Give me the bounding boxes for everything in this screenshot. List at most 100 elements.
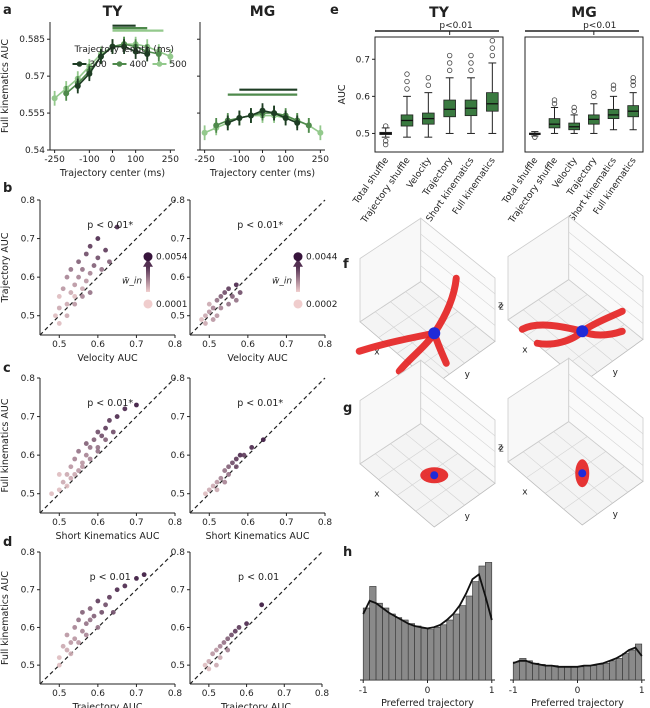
data-point <box>167 53 174 60</box>
p-value-annotation: p<0.01 <box>583 21 616 31</box>
scatter-point <box>221 640 227 645</box>
y-tick-label: 0.6 <box>356 92 371 102</box>
data-point <box>271 110 278 117</box>
data-point <box>109 43 116 50</box>
scatter-point <box>260 437 266 443</box>
y-tick-label: 0.5 <box>356 129 370 139</box>
grid-line <box>415 468 477 512</box>
data-point <box>86 70 93 77</box>
y-tick-label: 0.8 <box>171 548 186 558</box>
panel-labels: a b c d e f g h <box>3 3 352 560</box>
panel-label-a: a <box>3 3 12 18</box>
scatter-point <box>64 483 70 489</box>
x-axis-label: Preferred trajectory <box>531 698 624 708</box>
scatter-point <box>217 655 223 660</box>
scatter-point <box>76 617 81 623</box>
outlier <box>610 86 617 92</box>
x-axis-label: Short Kinematics AUC <box>206 531 310 542</box>
data-point <box>247 112 254 119</box>
scatter-point <box>76 448 81 454</box>
histogram-bar <box>557 666 565 681</box>
scatter-point <box>72 472 78 477</box>
scatter-point <box>134 576 139 581</box>
y-tick-label: 0.6 <box>21 273 36 283</box>
x-axis-label: Trajectory AUC <box>220 702 291 708</box>
p-value-annotation: p < 0.01 <box>90 572 131 583</box>
data-point <box>201 129 208 136</box>
scatter-point <box>49 491 54 497</box>
scatter-point <box>83 251 89 257</box>
x-tick-label: 0.7 <box>129 689 143 699</box>
panel-c-ty: 0.5 0.6 0.7 0.8 0.5 0.6 0.7 0.8 p < 0.01* Short K… <box>0 374 182 542</box>
scatter-point <box>214 647 219 653</box>
colorbar-max-marker <box>293 252 303 262</box>
series-300 <box>224 103 301 131</box>
plot-frame <box>524 36 644 153</box>
scatter-point <box>232 628 238 634</box>
colorbar-min-label: 0.0002 <box>306 300 338 310</box>
outlier <box>404 71 410 77</box>
data-point <box>132 48 139 55</box>
scatter-point <box>214 297 220 303</box>
scatter-point <box>56 655 62 660</box>
kde-curve <box>362 572 493 630</box>
histogram-bar <box>545 665 553 681</box>
outlier <box>591 89 597 96</box>
identity-line <box>39 199 176 336</box>
y-tick-label: 0.8 <box>171 374 186 384</box>
scatter-point <box>203 321 208 326</box>
scatter-point <box>76 259 81 265</box>
grid-line <box>568 389 644 450</box>
histogram-bar <box>551 665 559 681</box>
x-tick-label: 0.7 <box>129 518 143 528</box>
y-tick-label: 0.7 <box>171 235 185 245</box>
colorbar-min-marker <box>143 299 153 309</box>
x-tick-label: 0.6 <box>91 518 106 528</box>
scatter-point <box>68 464 74 470</box>
x-tick-label: 0.6 <box>239 689 254 699</box>
colorbar-arrow-shaft <box>146 262 150 292</box>
histogram-bar <box>564 666 572 681</box>
y-tick-label: 0.7 <box>171 413 185 423</box>
y-tick-label: 0.8 <box>21 196 36 206</box>
data-point <box>317 129 324 136</box>
x-tick-label: -250 <box>194 155 215 165</box>
outlier <box>468 52 474 59</box>
scatter-point <box>249 445 255 450</box>
scatter-point <box>222 468 228 473</box>
x-tick-label: 0.5 <box>52 340 66 350</box>
scatter-point <box>214 313 220 319</box>
x-tick-label: 0 <box>575 686 581 696</box>
histogram-bar <box>635 643 643 681</box>
legend-entry: 500 <box>170 60 187 70</box>
outlier <box>468 67 474 74</box>
data-point <box>305 122 312 129</box>
chart-title: TY <box>429 5 450 21</box>
histogram-bar <box>628 649 636 681</box>
colorbar-max-marker <box>143 252 153 262</box>
grid-line <box>420 375 496 437</box>
p-value-annotation: p<0.01 <box>439 21 472 31</box>
x-tick-label: 0 <box>110 155 116 165</box>
scatter-point <box>60 643 66 649</box>
scatter-point <box>95 625 101 630</box>
panel-label-b: b <box>3 181 12 196</box>
histogram-bar <box>596 664 604 681</box>
histogram-bar <box>622 653 630 681</box>
panel-label-d: d <box>3 535 12 550</box>
data-point <box>282 115 289 121</box>
x-tick-label: 0.5 <box>202 518 216 528</box>
colorbar-min-label: 0.0001 <box>156 300 188 310</box>
outlier <box>610 82 617 88</box>
panel-b-ty: 0.5 0.6 0.7 0.8 0.5 0.6 0.7 0.8 p < 0.01* Velocit… <box>0 196 188 364</box>
scatter-point <box>95 598 101 604</box>
y-tick-label: 0.8 <box>171 196 186 206</box>
trajectory-core <box>428 327 441 340</box>
x-axis-label: Trajectory center (ms) <box>209 168 315 179</box>
x-tick-label: 0.8 <box>168 340 183 350</box>
scatter-point <box>226 472 231 477</box>
scatter-point <box>60 286 66 292</box>
scatter-point <box>103 602 108 608</box>
histogram-bar <box>446 619 454 681</box>
outlier <box>382 141 389 148</box>
